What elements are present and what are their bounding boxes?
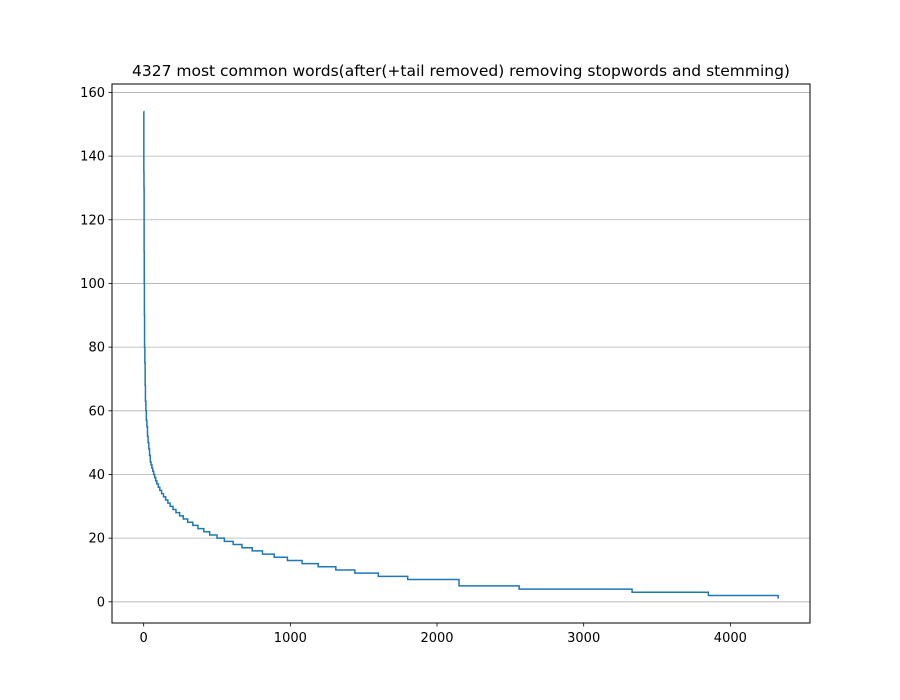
x-tick-label: 3000 bbox=[567, 631, 600, 646]
chart-title: 4327 most common words(after(+tail remov… bbox=[132, 62, 790, 80]
y-tick-label: 80 bbox=[88, 341, 105, 356]
x-tick-label: 4000 bbox=[714, 631, 747, 646]
frequency-series-line bbox=[143, 110, 779, 599]
plot-area-frame bbox=[111, 83, 811, 624]
y-tick-label: 60 bbox=[88, 404, 105, 419]
y-tick-label: 120 bbox=[80, 213, 105, 228]
y-tick-label: 140 bbox=[80, 150, 105, 165]
x-tick-label: 2000 bbox=[420, 631, 453, 646]
x-tick-label: 1000 bbox=[274, 631, 307, 646]
y-tick-label: 160 bbox=[80, 86, 105, 101]
y-tick-label: 20 bbox=[88, 532, 105, 547]
x-tick-label: 0 bbox=[140, 631, 148, 646]
gridlines bbox=[112, 92, 810, 603]
y-tick-label: 0 bbox=[97, 595, 105, 610]
axis-ticks: 0 20 40 60 80 100 120 140 160 0 1000 2000 3000 4000 bbox=[80, 86, 747, 646]
y-tick-label: 40 bbox=[88, 468, 105, 483]
y-tick-label: 100 bbox=[80, 277, 105, 292]
